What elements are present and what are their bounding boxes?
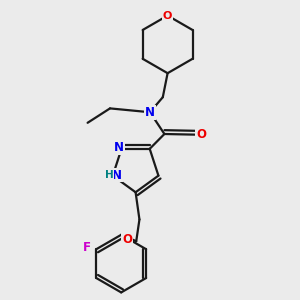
Text: O: O [196, 128, 206, 141]
Text: N: N [114, 141, 124, 154]
Text: H: H [105, 170, 113, 180]
Text: N: N [112, 169, 122, 182]
Text: N: N [145, 106, 155, 119]
Text: F: F [82, 241, 91, 254]
Text: O: O [122, 233, 132, 246]
Text: O: O [163, 11, 172, 21]
